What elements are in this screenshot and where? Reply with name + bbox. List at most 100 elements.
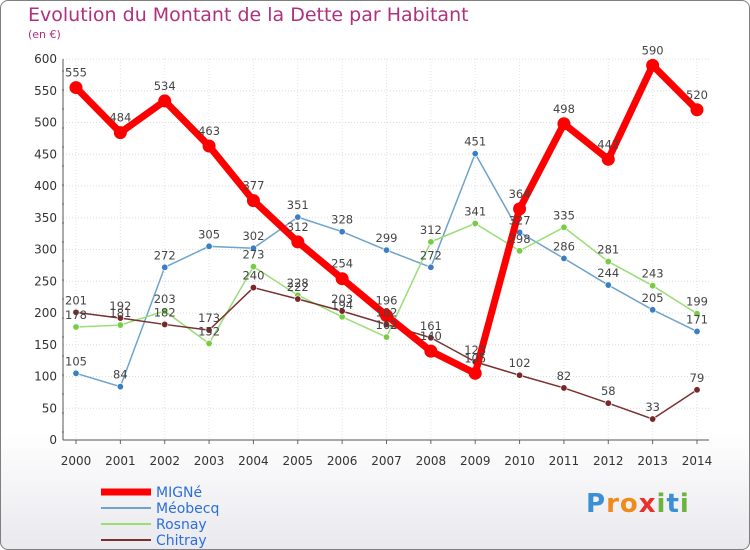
data-label: 205 <box>642 291 664 305</box>
x-tick-label: 2001 <box>105 454 136 468</box>
data-point <box>116 383 124 391</box>
data-point <box>557 117 571 131</box>
data-label: 299 <box>376 231 398 245</box>
data-point <box>246 194 260 208</box>
data-label: 152 <box>198 324 220 338</box>
data-point <box>516 371 524 379</box>
data-label: 254 <box>331 257 353 271</box>
data-point <box>205 339 213 347</box>
logo-letter: o <box>619 489 639 519</box>
data-label: 442 <box>597 137 619 151</box>
y-tick-label: 350 <box>34 211 57 225</box>
data-label: 273 <box>242 248 264 262</box>
data-label: 451 <box>464 135 486 149</box>
data-label: 82 <box>557 369 572 383</box>
data-label: 305 <box>198 227 220 241</box>
logo-letter: P <box>586 489 607 519</box>
data-point <box>427 263 435 271</box>
data-point <box>158 94 172 108</box>
data-label: 590 <box>642 43 664 57</box>
x-tick-label: 2006 <box>327 454 358 468</box>
data-label: 79 <box>690 371 705 385</box>
legend-label: Méobecq <box>156 501 219 517</box>
x-tick-label: 2000 <box>61 454 92 468</box>
data-point <box>560 254 568 262</box>
data-point <box>294 295 302 303</box>
proxiti-logo: Proxiti <box>586 489 690 519</box>
y-tick-label: 200 <box>34 306 57 320</box>
data-label: 201 <box>65 293 87 307</box>
data-point <box>424 344 438 358</box>
data-label: 498 <box>553 102 575 116</box>
data-point <box>294 213 302 221</box>
data-point <box>649 282 657 290</box>
legend-label: Rosnay <box>156 517 207 533</box>
data-label: 244 <box>597 266 619 280</box>
y-tick-label: 300 <box>34 243 57 257</box>
data-label: 484 <box>109 111 131 125</box>
data-label: 178 <box>65 308 87 322</box>
data-point <box>161 307 169 315</box>
y-tick-label: 450 <box>34 147 57 161</box>
data-point <box>335 272 349 286</box>
y-tick-label: 150 <box>34 338 57 352</box>
x-tick-label: 2007 <box>371 454 402 468</box>
chart-title: Evolution du Montant de la Dette par Hab… <box>28 4 469 26</box>
data-label: 463 <box>198 124 220 138</box>
data-label: 286 <box>553 239 575 253</box>
data-label: 102 <box>509 356 531 370</box>
data-point <box>338 307 346 315</box>
data-point <box>116 321 124 329</box>
data-point <box>291 235 305 249</box>
data-label: 327 <box>509 213 531 227</box>
logo-letter: r <box>606 489 620 519</box>
data-point <box>205 242 213 250</box>
x-tick-label: 2008 <box>416 454 447 468</box>
data-point <box>113 126 127 140</box>
data-point <box>471 219 479 227</box>
data-point <box>382 246 390 254</box>
x-tick-label: 2011 <box>549 454 580 468</box>
data-point <box>205 326 213 334</box>
data-point <box>693 310 701 318</box>
data-point <box>516 247 524 255</box>
data-label: 161 <box>420 319 442 333</box>
data-point <box>693 386 701 394</box>
data-point <box>604 399 612 407</box>
y-tick-label: 400 <box>34 179 57 193</box>
data-label: 351 <box>287 198 309 212</box>
data-point <box>249 263 257 271</box>
data-label: 298 <box>509 232 531 246</box>
data-point <box>427 334 435 342</box>
data-label: 203 <box>154 292 176 306</box>
data-label: 222 <box>287 280 309 294</box>
x-tick-label: 2010 <box>504 454 535 468</box>
data-label: 140 <box>420 329 442 343</box>
data-point <box>649 415 657 423</box>
data-label: 328 <box>331 213 353 227</box>
x-tick-label: 2005 <box>283 454 314 468</box>
data-label: 555 <box>65 66 87 80</box>
y-tick-label: 500 <box>34 116 57 130</box>
data-point <box>249 244 257 252</box>
data-label: 123 <box>464 343 486 357</box>
x-tick-label: 2013 <box>637 454 668 468</box>
data-point <box>560 384 568 392</box>
data-label: 335 <box>553 208 575 222</box>
data-point <box>202 139 216 153</box>
data-label: 33 <box>645 400 660 414</box>
y-tick-label: 100 <box>34 370 57 384</box>
x-tick-label: 2012 <box>593 454 624 468</box>
logo-letter: t <box>666 489 680 519</box>
data-point <box>161 320 169 328</box>
data-label: 105 <box>464 351 486 365</box>
data-point <box>69 81 83 95</box>
data-label: 199 <box>686 295 708 309</box>
data-point <box>601 152 615 166</box>
data-point <box>693 327 701 335</box>
data-label: 228 <box>287 276 309 290</box>
data-point <box>427 238 435 246</box>
data-label: 341 <box>464 204 486 218</box>
legend-label: MIGNé <box>156 485 202 501</box>
